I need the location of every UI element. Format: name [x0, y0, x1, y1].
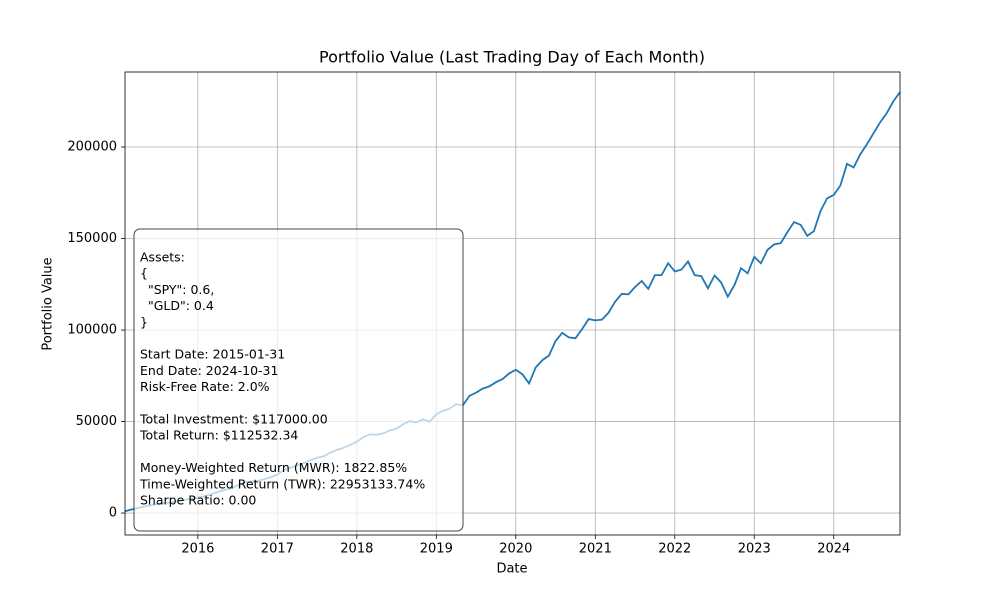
annotation-line: } — [140, 314, 148, 329]
annotation-line: Risk-Free Rate: 2.0% — [140, 379, 270, 394]
y-tick-label: 50000 — [76, 414, 117, 429]
annotation-line: Time-Weighted Return (TWR): 22953133.74% — [139, 476, 425, 491]
x-tick-label: 2016 — [181, 542, 214, 557]
y-tick-label: 200000 — [67, 140, 117, 155]
y-tick-label: 150000 — [67, 231, 117, 246]
x-tick-label: 2022 — [658, 542, 691, 557]
annotation-line: "GLD": 0.4 — [140, 298, 214, 313]
annotation-line: Total Investment: $117000.00 — [139, 412, 328, 427]
x-tick-label: 2024 — [817, 542, 850, 557]
x-tick-label: 2023 — [738, 542, 771, 557]
x-tick-label: 2017 — [261, 542, 294, 557]
y-tick-label: 100000 — [67, 323, 117, 338]
chart-title: Portfolio Value (Last Trading Day of Eac… — [319, 48, 705, 67]
annotation-line: End Date: 2024-10-31 — [140, 363, 278, 378]
annotation-line: Assets: — [140, 250, 185, 265]
y-tick-label: 0 — [109, 506, 117, 521]
annotation-line: Money-Weighted Return (MWR): 1822.85% — [140, 460, 407, 475]
annotation-line: Start Date: 2015-01-31 — [140, 347, 285, 362]
x-tick-label: 2020 — [499, 542, 532, 557]
annotation-line: Sharpe Ratio: 0.00 — [140, 493, 256, 508]
annotation-line: "SPY": 0.6, — [140, 282, 214, 297]
annotation-line: Total Return: $112532.34 — [139, 428, 298, 443]
x-axis-label: Date — [496, 562, 527, 577]
x-tick-label: 2019 — [420, 542, 453, 557]
y-axis-label: Portfolio Value — [41, 257, 56, 350]
plot-frame — [124, 71, 901, 536]
x-tick-label: 2021 — [579, 542, 612, 557]
annotation-line: { — [140, 266, 148, 281]
x-tick-label: 2018 — [340, 542, 373, 557]
annotation-box — [133, 228, 464, 532]
